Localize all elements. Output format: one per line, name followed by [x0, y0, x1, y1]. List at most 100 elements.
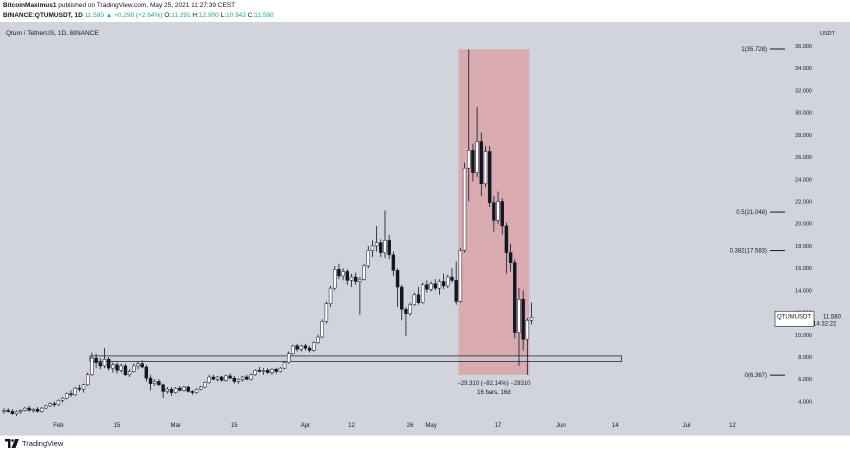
candle-body — [425, 284, 429, 290]
candle-body — [307, 347, 312, 351]
candle-body — [437, 281, 442, 289]
candle-body — [387, 240, 391, 256]
candle-body — [253, 370, 257, 376]
x-tick-label: Jun — [556, 423, 566, 429]
candle-body — [136, 363, 140, 367]
candle-body — [224, 375, 228, 381]
candle-body — [261, 370, 266, 372]
candle-body — [517, 299, 521, 333]
candle-body — [140, 363, 144, 368]
x-tick-label: Mar — [170, 423, 180, 429]
candle-body — [274, 368, 278, 372]
open-value: 11.291 — [171, 12, 191, 19]
price-chart[interactable]: Qtum / TetherUS, 1D, BINANCE USDT 36.000… — [0, 22, 850, 435]
price-change: 11.580 ▲ +0.298 (+2.64%) — [84, 12, 163, 19]
x-tick-label: Feb — [53, 423, 64, 429]
candle-body — [366, 250, 370, 267]
candle-body — [391, 254, 396, 271]
range-change-label: −29.310 (−82.14%) −29310 — [457, 381, 531, 387]
candle-body — [433, 283, 437, 289]
candle-body — [35, 408, 40, 412]
author-name[interactable]: BitcoinMaximus1 — [3, 2, 57, 9]
candle-body — [161, 384, 165, 392]
candle-body — [408, 304, 412, 314]
candle-body — [500, 201, 504, 227]
candle-body — [19, 410, 23, 412]
candle-body — [132, 365, 136, 372]
candle-body — [282, 362, 287, 369]
candle-body — [90, 357, 94, 376]
y-tick-label: 22.000 — [795, 200, 812, 206]
y-tick-label: 32.000 — [795, 88, 812, 94]
candle-body — [353, 276, 358, 282]
candle-body — [467, 150, 471, 169]
candle-body — [462, 167, 467, 251]
candle-body — [266, 370, 270, 373]
y-tick-label: 30.000 — [795, 111, 812, 117]
y-tick-label: 4.000 — [798, 399, 812, 405]
candle-body — [429, 283, 433, 290]
candle-body — [56, 400, 61, 406]
time-axis[interactable]: Feb 15 Mar 15 Apr 12 26 May 17 Jun 14 Jul 12 — [53, 423, 736, 429]
candle-body — [98, 362, 103, 367]
candle-body — [39, 407, 44, 412]
candle-body — [412, 294, 417, 306]
candle-body — [207, 376, 211, 383]
candle-body — [119, 365, 123, 371]
candle-body — [194, 388, 199, 393]
fib-level-label: 1(35.728) — [741, 47, 767, 53]
candle-body — [48, 403, 52, 407]
candle-body — [299, 345, 303, 350]
x-tick-label: 15 — [231, 423, 238, 429]
annotations: −29.310 (−82.14%) −29310 16 bars, 16d QT… — [457, 310, 842, 396]
candle-body — [362, 265, 366, 280]
candle-body — [249, 374, 253, 380]
candle-body — [178, 387, 182, 391]
candle-body — [446, 276, 450, 287]
y-tick-label: 28.000 — [795, 133, 812, 139]
candle-body — [483, 151, 488, 184]
y-tick-label: 14.000 — [795, 288, 812, 294]
candle-body — [324, 303, 329, 322]
candle-body — [236, 378, 241, 382]
chart-title: Qtum / TetherUS, 1D, BINANCE — [6, 30, 99, 37]
x-tick-label: 12 — [348, 423, 355, 429]
x-tick-label: 15 — [114, 423, 121, 429]
high-label: H: — [192, 12, 199, 19]
x-tick-label: 14 — [612, 423, 619, 429]
y-tick-label: 36.000 — [795, 44, 812, 50]
y-tick-label: 8.000 — [798, 355, 812, 361]
candle-body — [199, 386, 203, 390]
candle-body — [416, 294, 421, 303]
candle-body — [475, 141, 479, 173]
currency-label: USDT — [820, 31, 836, 37]
candle-body — [245, 376, 249, 380]
candle-body — [111, 364, 115, 369]
candle-body — [454, 280, 458, 302]
y-tick-label: 10.000 — [795, 333, 812, 339]
candle-body — [328, 287, 333, 304]
candle-body — [2, 410, 6, 412]
tradingview-brand[interactable]: TradingView — [5, 439, 63, 448]
candle-body — [395, 270, 400, 288]
candle-body — [94, 357, 98, 363]
candle-body — [27, 407, 31, 411]
candle-body — [312, 342, 316, 351]
candle-body — [10, 411, 15, 414]
fib-level-label: 0.382(17.583) — [730, 249, 767, 255]
candle-body — [286, 353, 291, 363]
candle-body — [374, 242, 379, 247]
symbol-line: BINANCE:QTUMUSDT, 1D 11.580 ▲ +0.298 (+2… — [3, 11, 274, 21]
candle-body — [450, 276, 454, 281]
candle-body — [278, 367, 283, 372]
candle-body — [316, 336, 320, 343]
y-tick-label: 34.000 — [795, 66, 812, 72]
y-tick-label: 24.000 — [795, 177, 812, 183]
candle-body — [173, 387, 178, 393]
candle-body — [60, 397, 65, 401]
candle-body — [144, 366, 149, 379]
candle-body — [320, 321, 324, 338]
x-tick-label: 17 — [495, 423, 502, 429]
range-bars-label: 16 bars, 16d — [477, 390, 510, 396]
candle-body — [6, 410, 10, 412]
